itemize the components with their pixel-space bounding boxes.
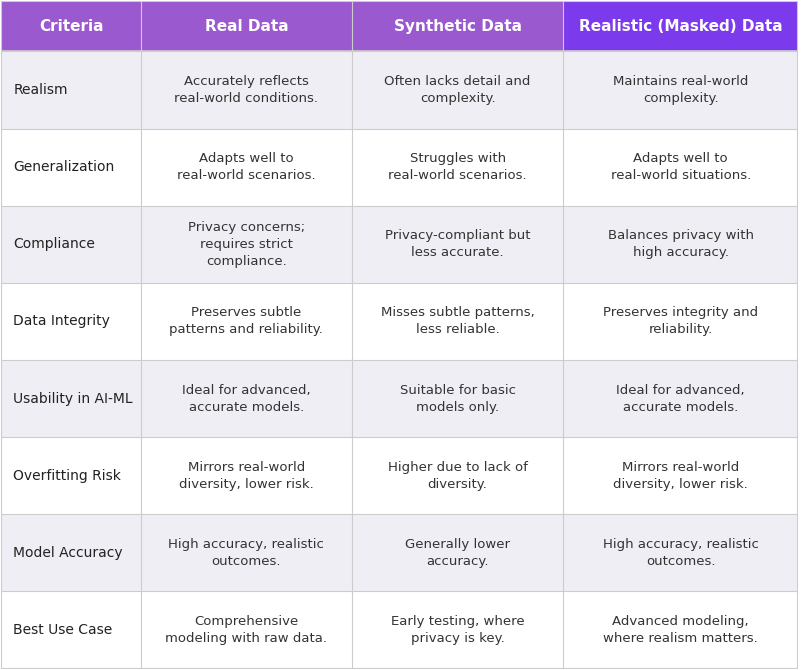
Bar (2, 592, 141, 669)
Text: Balances privacy with
high accuracy.: Balances privacy with high accuracy. (608, 229, 754, 259)
Text: Best Use Case: Best Use Case (13, 623, 112, 637)
Text: Struggles with
real-world scenarios.: Struggles with real-world scenarios. (388, 152, 527, 182)
Text: Early testing, where
privacy is key.: Early testing, where privacy is key. (391, 615, 524, 645)
Bar (352, 52, 563, 129)
Bar (563, 437, 798, 515)
Text: Realism: Realism (13, 83, 68, 97)
Bar (352, 437, 563, 515)
Text: Privacy concerns;
requires strict
compliance.: Privacy concerns; requires strict compli… (188, 221, 305, 268)
Bar (563, 515, 798, 592)
Text: Often lacks detail and
complexity.: Often lacks detail and complexity. (384, 75, 531, 105)
Text: Compliance: Compliance (13, 237, 95, 251)
Bar (563, 129, 798, 206)
Text: Ideal for advanced,
accurate models.: Ideal for advanced, accurate models. (616, 384, 745, 413)
Text: Preserves subtle
patterns and reliability.: Preserves subtle patterns and reliabilit… (170, 306, 324, 336)
Text: Suitable for basic
models only.: Suitable for basic models only. (400, 384, 515, 413)
Bar (141, 52, 352, 129)
Bar (352, 283, 563, 360)
Text: Criteria: Criteria (39, 19, 104, 34)
Text: Real Data: Real Data (205, 19, 288, 34)
Bar (563, 360, 798, 437)
Bar (563, 52, 798, 129)
Bar (141, 1, 352, 52)
Bar (2, 1, 141, 52)
Text: Synthetic Data: Synthetic Data (394, 19, 522, 34)
Text: Generally lower
accuracy.: Generally lower accuracy. (405, 538, 510, 568)
Text: Model Accuracy: Model Accuracy (13, 546, 123, 560)
Bar (2, 129, 141, 206)
Bar (141, 437, 352, 515)
Text: Preserves integrity and
reliability.: Preserves integrity and reliability. (604, 306, 758, 336)
Text: Privacy-compliant but
less accurate.: Privacy-compliant but less accurate. (385, 229, 531, 259)
Bar (352, 1, 563, 52)
Text: High accuracy, realistic
outcomes.: High accuracy, realistic outcomes. (168, 538, 324, 568)
Bar (2, 515, 141, 592)
Bar (141, 515, 352, 592)
Text: Usability in AI-ML: Usability in AI-ML (13, 391, 133, 405)
Bar (563, 206, 798, 283)
Bar (141, 129, 352, 206)
Bar (141, 592, 352, 669)
Bar (563, 283, 798, 360)
Bar (563, 592, 798, 669)
Text: Generalization: Generalization (13, 160, 115, 174)
Bar (352, 206, 563, 283)
Text: Misses subtle patterns,
less reliable.: Misses subtle patterns, less reliable. (381, 306, 535, 336)
Text: Higher due to lack of
diversity.: Higher due to lack of diversity. (388, 461, 527, 490)
Bar (2, 52, 141, 129)
Bar (2, 206, 141, 283)
Text: Advanced modeling,
where realism matters.: Advanced modeling, where realism matters… (604, 615, 758, 645)
Bar (2, 283, 141, 360)
Text: Accurately reflects
real-world conditions.: Accurately reflects real-world condition… (175, 75, 319, 105)
Bar (352, 592, 563, 669)
Text: High accuracy, realistic
outcomes.: High accuracy, realistic outcomes. (603, 538, 759, 568)
Bar (352, 360, 563, 437)
Text: Overfitting Risk: Overfitting Risk (13, 469, 121, 483)
Text: Comprehensive
modeling with raw data.: Comprehensive modeling with raw data. (165, 615, 328, 645)
Text: Adapts well to
real-world scenarios.: Adapts well to real-world scenarios. (177, 152, 316, 182)
Bar (2, 360, 141, 437)
Bar (352, 515, 563, 592)
Text: Realistic (Masked) Data: Realistic (Masked) Data (579, 19, 782, 34)
Bar (352, 129, 563, 206)
Bar (141, 206, 352, 283)
Text: Data Integrity: Data Integrity (13, 314, 110, 328)
Text: Mirrors real-world
diversity, lower risk.: Mirrors real-world diversity, lower risk… (179, 461, 314, 490)
Bar (141, 283, 352, 360)
Text: Maintains real-world
complexity.: Maintains real-world complexity. (613, 75, 748, 105)
Bar (2, 437, 141, 515)
Text: Adapts well to
real-world situations.: Adapts well to real-world situations. (611, 152, 751, 182)
Text: Ideal for advanced,
accurate models.: Ideal for advanced, accurate models. (182, 384, 311, 413)
Text: Mirrors real-world
diversity, lower risk.: Mirrors real-world diversity, lower risk… (613, 461, 748, 490)
Bar (563, 1, 798, 52)
Bar (141, 360, 352, 437)
